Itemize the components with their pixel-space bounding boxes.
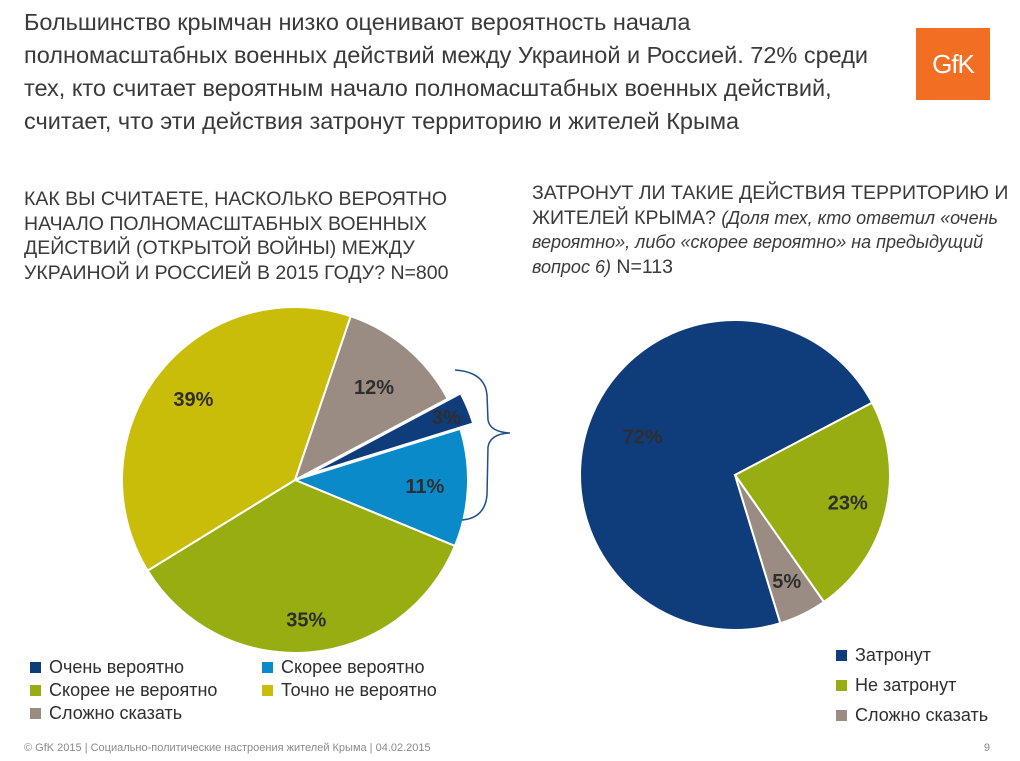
legend-swatch	[836, 710, 847, 721]
pie-slice-label: 39%	[173, 389, 213, 411]
legend-item-hard-to-say: Сложно сказать	[30, 703, 182, 724]
left-question: КАК ВЫ СЧИТАЕТЕ, НАСКОЛЬКО ВЕРОЯТНО НАЧА…	[24, 188, 449, 284]
legend-swatch	[30, 708, 41, 719]
legend-swatch	[262, 685, 273, 696]
legend-item-affected: Затронут	[836, 645, 931, 666]
right-question: ЗАТРОНУТ ЛИ ТАКИЕ ДЕЙСТВИЯ ТЕРРИТОРИЮ И …	[532, 181, 1012, 279]
legend-swatch	[30, 685, 41, 696]
legend-item-rather-unlikely: Скорее не вероятно	[30, 680, 217, 701]
legend-label: Не затронут	[855, 675, 957, 695]
legend-label: Скорее вероятно	[281, 657, 425, 677]
pie-left: 3% 11% 35% 39% 12%	[121, 306, 475, 654]
pie-slice-label: 11%	[405, 476, 444, 498]
pie-right: 72% 23% 5%	[579, 319, 891, 631]
gfk-logo: GfK	[916, 28, 990, 100]
legend-item-definitely-unlikely: Точно не вероятно	[262, 680, 437, 701]
legend-label: Сложно сказать	[855, 705, 989, 725]
legend-swatch	[262, 662, 273, 673]
legend-item-rather-likely: Скорее вероятно	[262, 657, 424, 678]
legend-label: Сложно сказать	[49, 703, 183, 723]
legend-label: Затронут	[855, 645, 931, 665]
bracket-connector	[454, 369, 511, 521]
pie-slice-rather-likely	[292, 427, 469, 548]
right-question-note: (Доля тех, кто ответил «очень вероятно»,…	[532, 207, 998, 277]
legend-item-not-affected: Не затронут	[836, 675, 956, 696]
pie-slice-label: 35%	[286, 610, 326, 632]
page-number: 9	[983, 742, 990, 754]
footer: © GfK 2015 | Социально-политические наст…	[24, 742, 431, 754]
right-question-n: N=113	[616, 255, 673, 278]
pie-slice-hard-to-say	[293, 314, 450, 483]
headline: Большинство крымчан низко оценивают веро…	[24, 9, 869, 134]
pie-slice-label: 5%	[772, 571, 801, 593]
legend-swatch	[836, 650, 847, 661]
legend-item-very-likely: Очень вероятно	[30, 657, 184, 678]
legend-label: Скорее не вероятно	[49, 680, 218, 700]
pie-slice-very-likely	[307, 392, 475, 476]
legend-right: Затронут Не затронут Сложно сказать	[836, 645, 1016, 725]
legend-swatch	[836, 680, 847, 691]
pie-slice-label: 72%	[623, 427, 663, 449]
pie-slice-definitely-unlikely	[121, 306, 353, 573]
legend-label: Точно не вероятно	[281, 680, 437, 700]
pie-slice-not-affected	[733, 401, 891, 604]
pie-slice-label: 12%	[354, 377, 394, 399]
pie-slice-hard-to-say	[734, 474, 826, 625]
legend-item-hard-to-say-right: Сложно сказать	[836, 705, 988, 726]
pie-slice-label: 3%	[432, 407, 461, 429]
pie-slice-rather-unlikely	[146, 478, 457, 654]
right-question-main: ЗАТРОНУТ ЛИ ТАКИЕ ДЕЙСТВИЯ ТЕРРИТОРИЮ И …	[532, 182, 1009, 229]
legend-label: Очень вероятно	[49, 657, 185, 677]
legend-swatch	[30, 662, 41, 673]
pie-slice-label: 23%	[828, 492, 868, 514]
pie-slice-affected	[579, 319, 874, 631]
legend-left: Очень вероятно Скорее вероятно Скорее не…	[30, 657, 490, 729]
